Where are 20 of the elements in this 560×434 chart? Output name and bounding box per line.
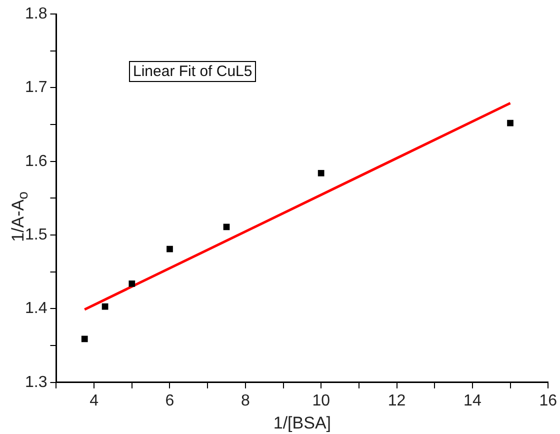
annotation: Linear Fit of CuL5: [129, 61, 256, 82]
y-tick-label: 1.8: [24, 5, 48, 22]
y-tick-label: 1.5: [24, 226, 48, 244]
x-tick-label: 14: [464, 392, 482, 410]
x-tick-label: 10: [312, 392, 330, 410]
y-tick-label: 1.3: [24, 374, 48, 391]
x-tick-label: 4: [90, 392, 99, 410]
x-axis-title: 1/[BSA]: [273, 413, 331, 432]
point: [507, 120, 514, 126]
y-tick-label: 1.4: [24, 300, 48, 318]
point: [81, 336, 88, 342]
x-tick-label: 12: [388, 392, 406, 410]
x-tick-label: 6: [165, 392, 174, 410]
y-tick-label: 1.7: [24, 79, 48, 96]
x-tick-label: 8: [240, 392, 250, 410]
x-tick-label: 16: [539, 392, 558, 410]
point: [318, 170, 324, 176]
point: [166, 246, 173, 252]
y-tick-label: 1.6: [24, 152, 48, 170]
point: [128, 280, 136, 287]
